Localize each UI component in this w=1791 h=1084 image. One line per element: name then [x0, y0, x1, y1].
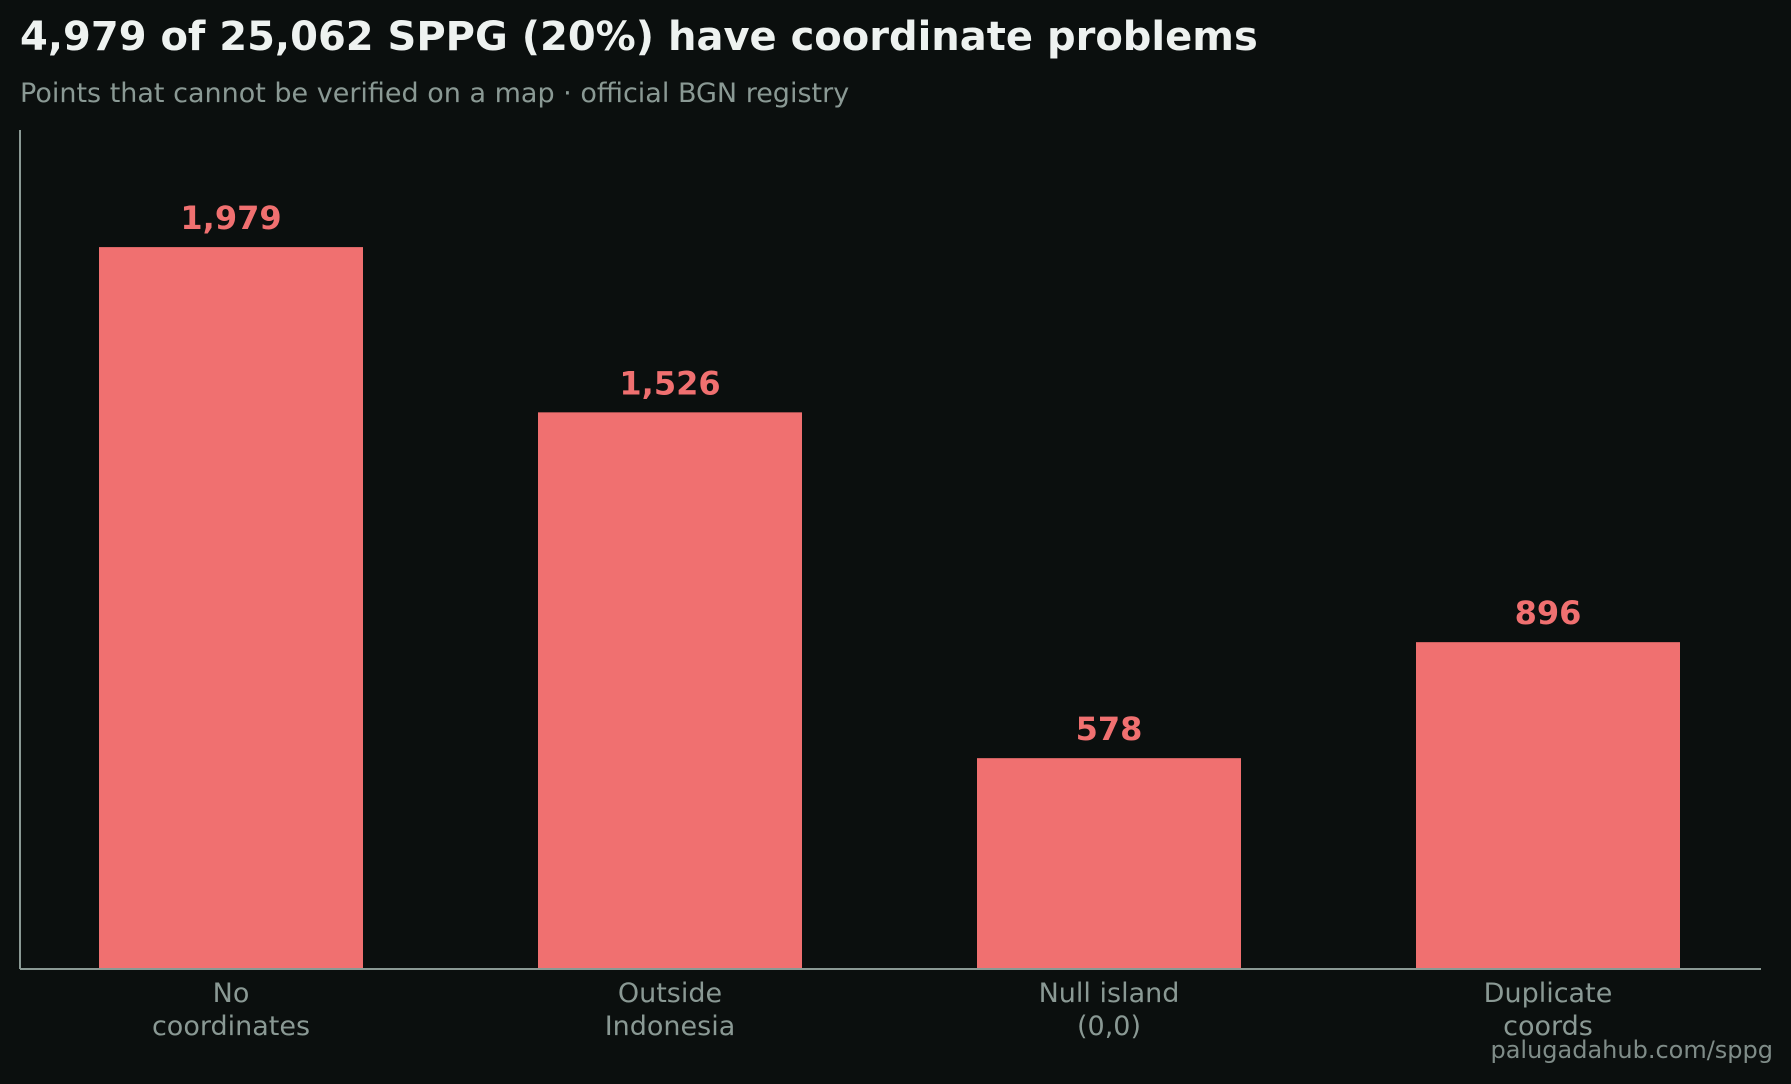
bar: [1416, 642, 1680, 969]
category-label-line: Null island: [1039, 978, 1180, 1009]
category-label-line: Duplicate: [1484, 978, 1613, 1009]
category-label: Null island (0,0): [1039, 978, 1180, 1042]
bar: [99, 247, 363, 969]
category-label: Outside Indonesia: [605, 978, 736, 1042]
category-label-line: coords: [1503, 1011, 1593, 1042]
bar-value-label: 896: [1515, 594, 1582, 632]
category-label-line: coordinates: [152, 1011, 310, 1042]
category-labels-layer: No coordinates Outside Indonesia Null island…: [152, 978, 1612, 1042]
source-note: palugadahub.com/sppg: [1490, 1036, 1773, 1064]
bar: [977, 758, 1241, 969]
bar: [538, 412, 802, 969]
chart-title: 4,979 of 25,062 SPPG (20%) have coordina…: [20, 14, 1258, 60]
category-label-line: Indonesia: [605, 1011, 736, 1042]
bars-layer: [99, 247, 1680, 969]
category-label-line: No: [213, 978, 250, 1009]
category-label-line: Outside: [618, 978, 722, 1009]
bar-value-label: 1,979: [180, 199, 281, 237]
bar-value-label: 1,526: [619, 364, 720, 402]
chart-subtitle: Points that cannot be verified on a map …: [20, 78, 850, 109]
value-labels-layer: 1,979 1,526 578 896: [180, 199, 1581, 748]
category-label: Duplicate coords: [1484, 978, 1613, 1042]
category-label: No coordinates: [152, 978, 310, 1042]
category-label-line: (0,0): [1077, 1011, 1141, 1042]
bar-value-label: 578: [1076, 710, 1143, 748]
